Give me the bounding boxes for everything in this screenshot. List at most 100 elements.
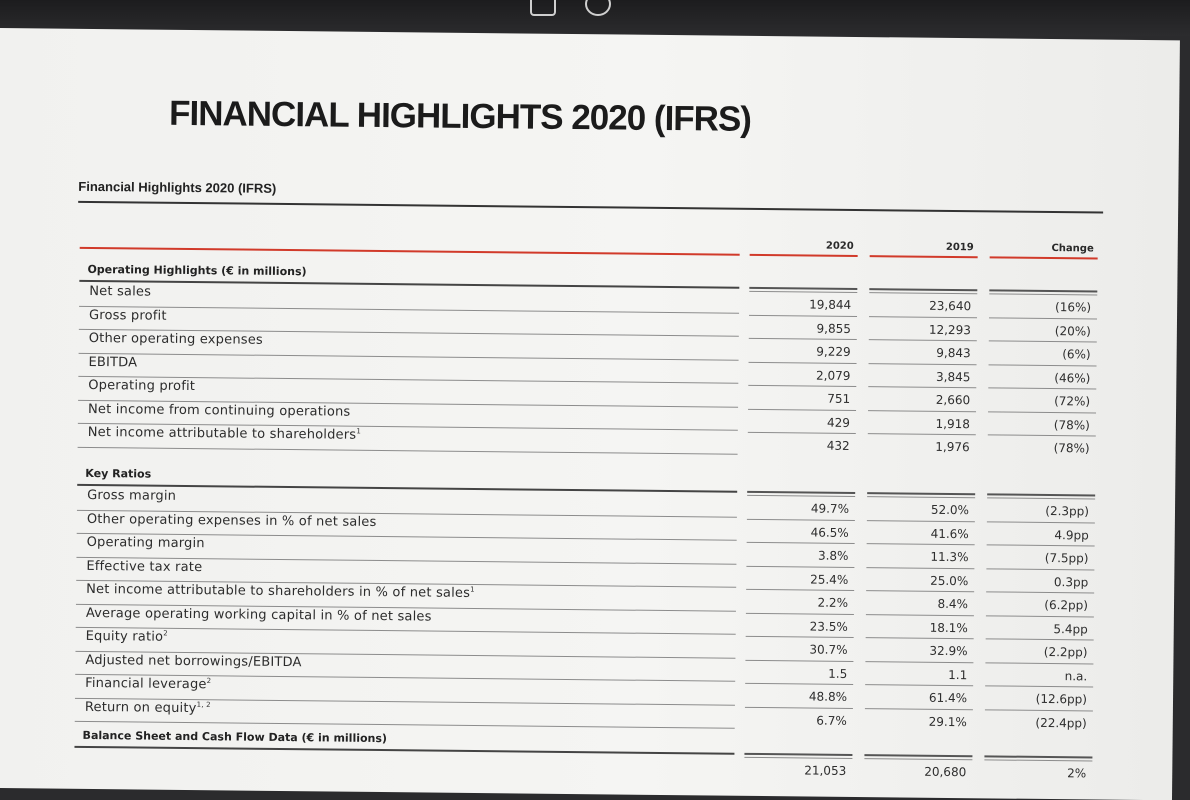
value-2019: 1,918 [935, 416, 970, 431]
value-2019: 2,660 [935, 392, 971, 408]
cell-divider [865, 684, 974, 687]
row-label: Operating profit [88, 378, 195, 394]
value-2019: 8.4% [937, 596, 969, 612]
value-change: (72%) [1054, 394, 1091, 409]
report-page: FINANCIAL HIGHLIGHTS 2020 (IFRS) Financi… [0, 28, 1180, 800]
value-change: (22.4pp) [1035, 715, 1087, 730]
cell-divider [985, 661, 1094, 664]
footnote-marker: 1 [470, 585, 475, 594]
row-label: Effective tax rate [86, 558, 202, 574]
value-change: (6.2pp) [1044, 597, 1089, 613]
cell-divider [744, 706, 853, 709]
cell-divider [986, 520, 1095, 523]
row-label: Equity ratio2 [86, 629, 168, 645]
value-2020: 46.5% [810, 525, 849, 540]
section-title: Balance Sheet and Cash Flow Data (€ in m… [82, 728, 388, 746]
header-rule-2019 [869, 255, 978, 259]
value-2019: 25.0% [930, 573, 969, 588]
row-divider [78, 352, 739, 361]
value-change: 5.4pp [1053, 621, 1088, 636]
value-change: (7.5pp) [1044, 550, 1089, 566]
cell-divider [865, 660, 974, 663]
value-2019: 41.6% [930, 526, 969, 541]
footnote-marker: 2 [206, 676, 212, 685]
value-2020: 2,079 [815, 368, 851, 383]
value-2019: 52.0% [930, 502, 970, 518]
section-title: Operating Highlights (€ in millions) [87, 262, 307, 279]
row-label: Net income attributable to shareholders1 [88, 425, 361, 443]
value-change: (78%) [1053, 441, 1090, 456]
value-2020: 9,855 [816, 321, 851, 336]
row-label-text: Net sales [89, 283, 152, 300]
row-label: Operating margin [87, 535, 205, 551]
row-label-text: Return on equity [84, 699, 197, 716]
value-2019: 1,976 [935, 439, 970, 455]
value-change: 4.9pp [1054, 527, 1089, 542]
value-2020: 30.7% [809, 642, 848, 657]
section-rule [747, 490, 856, 494]
cell-divider [748, 361, 857, 364]
row-label-text: Equity ratio [85, 628, 164, 645]
value-2019: 11.3% [930, 549, 969, 565]
value-2020: 1.5 [828, 666, 848, 681]
cell-divider [749, 290, 858, 293]
value-2020: 19,844 [809, 297, 852, 312]
cell-divider [747, 494, 856, 497]
row-label: Other operating expenses [89, 331, 263, 348]
section-rule [744, 752, 853, 756]
cell-divider [749, 314, 858, 317]
screen-top-icon [530, 0, 556, 16]
value-2020: 25.4% [810, 572, 849, 587]
row-label-text: Net income attributable to shareholders [87, 424, 357, 443]
cell-divider [748, 408, 857, 411]
row-label-text: Operating profit [88, 377, 196, 395]
row-label: Net income attributable to shareholders … [86, 582, 475, 601]
cell-divider [867, 496, 976, 499]
section-rule [79, 279, 740, 289]
value-change: n.a. [1064, 668, 1088, 683]
row-label-text: EBITDA [88, 354, 138, 370]
header-rule-change [989, 256, 1098, 260]
cell-divider [865, 613, 974, 616]
cell-divider [986, 591, 1095, 594]
value-change: (46%) [1054, 370, 1091, 385]
value-2019: 61.4% [928, 690, 968, 706]
cell-divider [986, 567, 1095, 570]
cell-divider [987, 497, 1096, 500]
section-rule [869, 288, 978, 292]
value-2020: 23.5% [809, 619, 848, 634]
row-label: Average operating working capital in % o… [86, 605, 432, 624]
section-rule [867, 492, 976, 496]
cell-divider [985, 685, 1094, 688]
footnote-marker: 2 [163, 629, 168, 638]
cell-divider [864, 758, 973, 761]
value-2019: 18.1% [929, 620, 968, 635]
cell-divider [746, 565, 855, 568]
title-divider [78, 200, 1104, 214]
cell-divider [745, 612, 854, 615]
value-2020: 48.8% [808, 689, 848, 704]
cell-divider [987, 434, 1096, 437]
row-label: Net sales [89, 284, 151, 300]
value-2020: 3.8% [817, 548, 849, 563]
value-2019: 32.9% [929, 643, 968, 659]
value-change: (6%) [1062, 347, 1091, 362]
row-label: Adjusted net borrowings/EBITDA [85, 652, 301, 669]
cell-divider [988, 410, 1097, 413]
section-title: Key Ratios [85, 466, 152, 481]
row-label: EBITDA [88, 354, 137, 370]
cell-divider [984, 759, 1093, 762]
row-label-text: Operating margin [86, 534, 205, 552]
cell-divider [748, 337, 857, 340]
cell-divider [984, 708, 1093, 711]
cell-divider [748, 384, 857, 387]
row-label: Gross profit [89, 307, 167, 323]
value-2019: 1.1 [948, 667, 968, 682]
value-2020: 21,053 [804, 763, 847, 778]
screen-top-icon [585, 0, 611, 16]
cell-divider [988, 363, 1097, 367]
cell-divider [868, 362, 977, 365]
column-header-2019: 2019 [945, 241, 974, 254]
row-divider [74, 720, 735, 729]
row-label: Net income from continuing operations [88, 401, 351, 419]
